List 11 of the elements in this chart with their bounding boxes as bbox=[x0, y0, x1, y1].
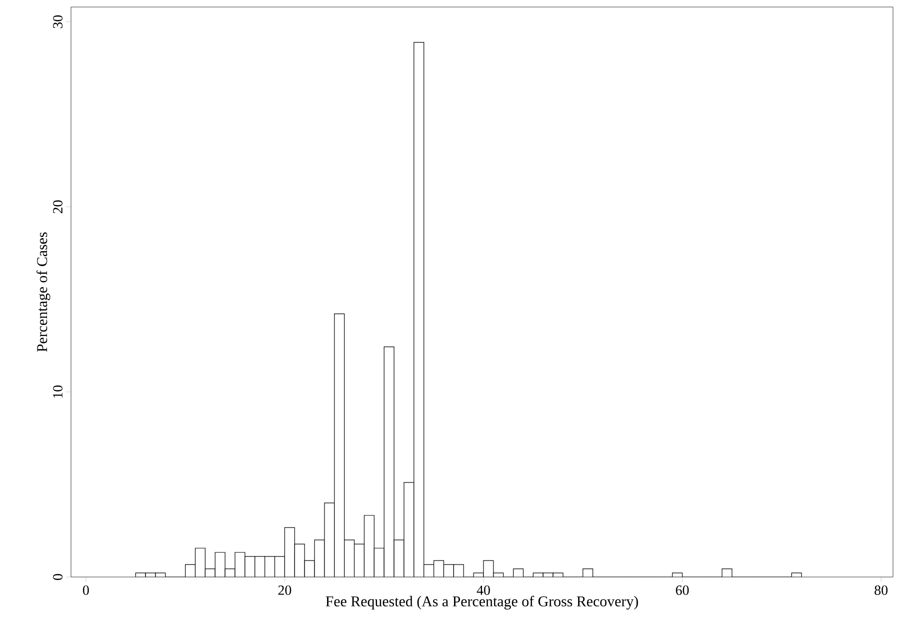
y-tick-label: 30 bbox=[53, 15, 62, 28]
x-tick-label: 0 bbox=[82, 586, 89, 595]
x-tick-label: 60 bbox=[676, 586, 689, 595]
x-tick-label: 80 bbox=[874, 586, 888, 595]
x-tick-label: 20 bbox=[278, 586, 292, 595]
y-tick-label: 0 bbox=[53, 574, 62, 580]
x-axis-title: Fee Requested (As a Percentage of Gross Recovery) bbox=[326, 596, 638, 610]
y-tick-label: 10 bbox=[53, 385, 62, 398]
x-tick-label: 40 bbox=[476, 586, 490, 595]
y-tick-label: 20 bbox=[53, 200, 62, 214]
y-axis-title: Percentage of Cases bbox=[36, 232, 50, 352]
